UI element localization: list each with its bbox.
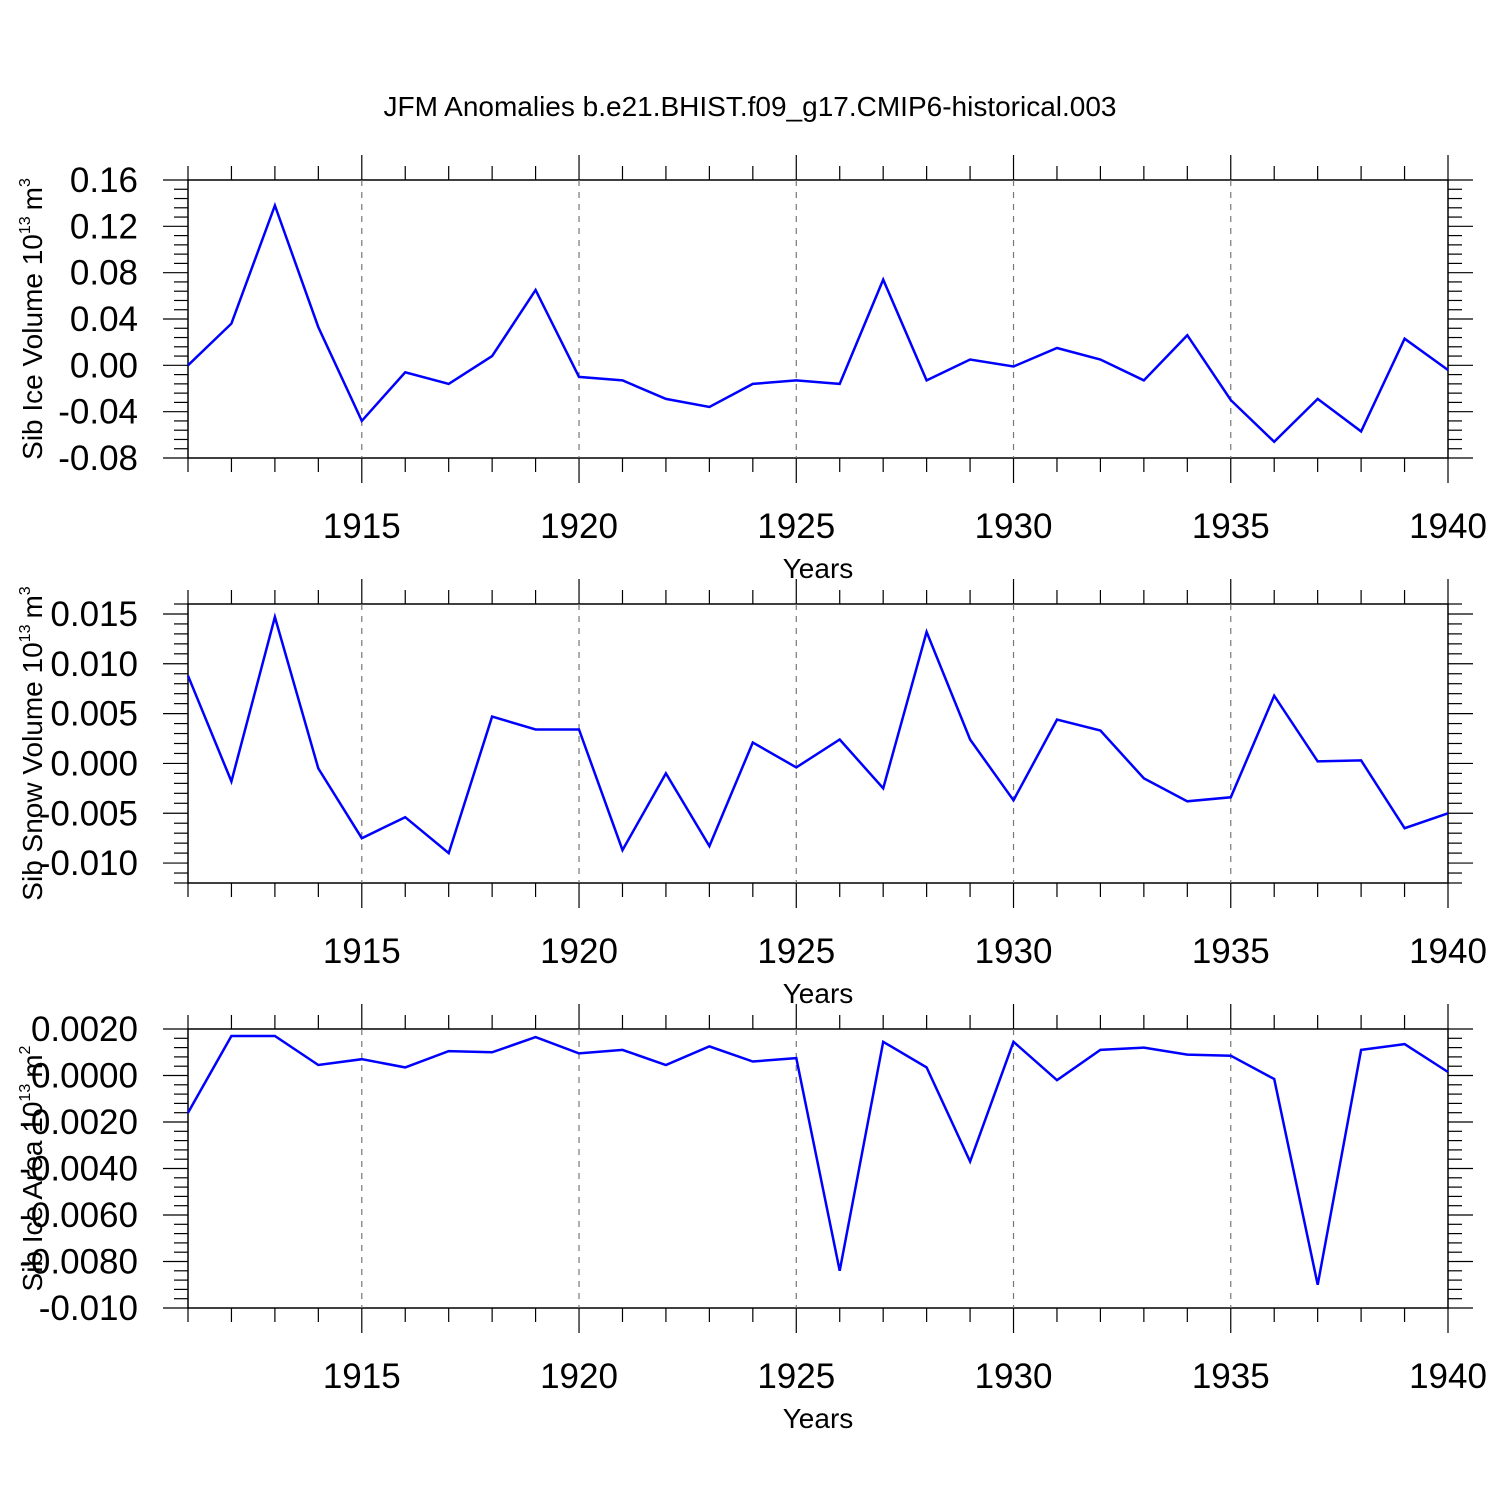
y-axis-label-text: Sib Snow Volume 10 [17,642,48,900]
y-tick-label: 0.12 [70,207,138,246]
y-axis-label-unit-exponent: 3 [17,586,34,595]
y-axis-label: Sib Snow Volume 1013 m3 [17,586,48,901]
x-tick-label: 1930 [975,507,1053,546]
x-tick-label: 1940 [1409,1357,1487,1396]
x-axis-label: Years [783,1403,854,1434]
figure-title: JFM Anomalies b.e21.BHIST.f09_g17.CMIP6-… [383,91,1116,122]
y-axis-label-unit: m [17,595,48,618]
plot-frame [187,179,1449,459]
y-axis-label-exponent: 13 [17,1084,34,1102]
y-axis-label: Sib Ice Area 1013 m2 [17,1045,48,1291]
x-tick-label: 1940 [1409,932,1487,971]
x-tick-label: 1920 [540,507,618,546]
y-axis-label-unit: m [17,1054,48,1077]
x-tick-label: 1920 [540,1357,618,1396]
x-tick-label: 1930 [975,1357,1053,1396]
y-tick-label: -0.04 [58,393,138,432]
x-tick-label: 1920 [540,932,618,971]
x-tick-label: 1925 [757,1357,835,1396]
series-line [186,612,1449,856]
x-axis-label: Years [783,553,854,584]
x-tick-label: 1925 [757,507,835,546]
x-axis-label: Years [783,978,854,1009]
y-axis-label-text: Sib Ice Volume 10 [17,234,48,460]
series-line [186,1034,1449,1286]
x-tick-label: 1925 [757,932,835,971]
y-tick-label: 0.0020 [31,1010,138,1049]
y-axis-label: Sib Ice Volume 1013 m3 [17,178,48,460]
y-tick-label: -0.010 [39,844,138,883]
y-tick-label: 0.00 [70,346,138,385]
series-line [187,201,1449,444]
y-axis-label-unit-exponent: 2 [17,1045,34,1054]
y-axis-label-unit: m [17,187,48,210]
x-tick-label: 1935 [1192,507,1270,546]
x-tick-label: 1930 [975,932,1053,971]
y-axis-label-exponent: 13 [17,216,34,234]
x-tick-label: 1915 [323,1357,401,1396]
y-tick-label: -0.08 [58,439,138,478]
y-tick-label: 0.0000 [31,1057,138,1096]
panel-3: -0.010 -0.0080 -0.0060 -0.0040 -0.0020 0.0000… [17,1004,1487,1434]
y-tick-label: 0.04 [70,300,138,339]
panel-2: -0.010 -0.005 0.000 0.005 0.010 0.015 1915 1920… [17,579,1487,1009]
y-tick-label: -0.005 [39,794,138,833]
y-tick-label: -0.0040 [19,1150,138,1189]
y-tick-label: 0.005 [50,695,138,734]
y-tick-label: 0.015 [50,595,138,634]
y-tick-label: 0.000 [50,744,138,783]
y-axis-label-text: Sib Ice Area 10 [17,1102,48,1292]
y-tick-label: -0.010 [39,1289,138,1328]
y-tick-label: 0.010 [50,645,138,684]
y-tick-label: -0.0060 [19,1196,138,1235]
y-tick-label: -0.0020 [19,1103,138,1142]
x-tick-label: 1915 [323,507,401,546]
x-tick-label: 1935 [1192,1357,1270,1396]
x-tick-label: 1915 [323,932,401,971]
y-axis-label-exponent: 13 [17,624,34,642]
x-tick-label: 1940 [1409,507,1487,546]
y-tick-label: 0.08 [70,254,138,293]
panels: -0.08 -0.04 0.00 0.04 0.08 0.12 0.16 1915 1920 19… [17,155,1487,1434]
y-tick-label: -0.0080 [19,1243,138,1282]
plot-frame [187,603,1449,884]
y-tick-label: 0.16 [70,161,138,200]
x-tick-label: 1935 [1192,932,1270,971]
y-axis-label-unit-exponent: 3 [17,178,34,187]
panel-1: -0.08 -0.04 0.00 0.04 0.08 0.12 0.16 1915 1920 19… [17,155,1487,584]
